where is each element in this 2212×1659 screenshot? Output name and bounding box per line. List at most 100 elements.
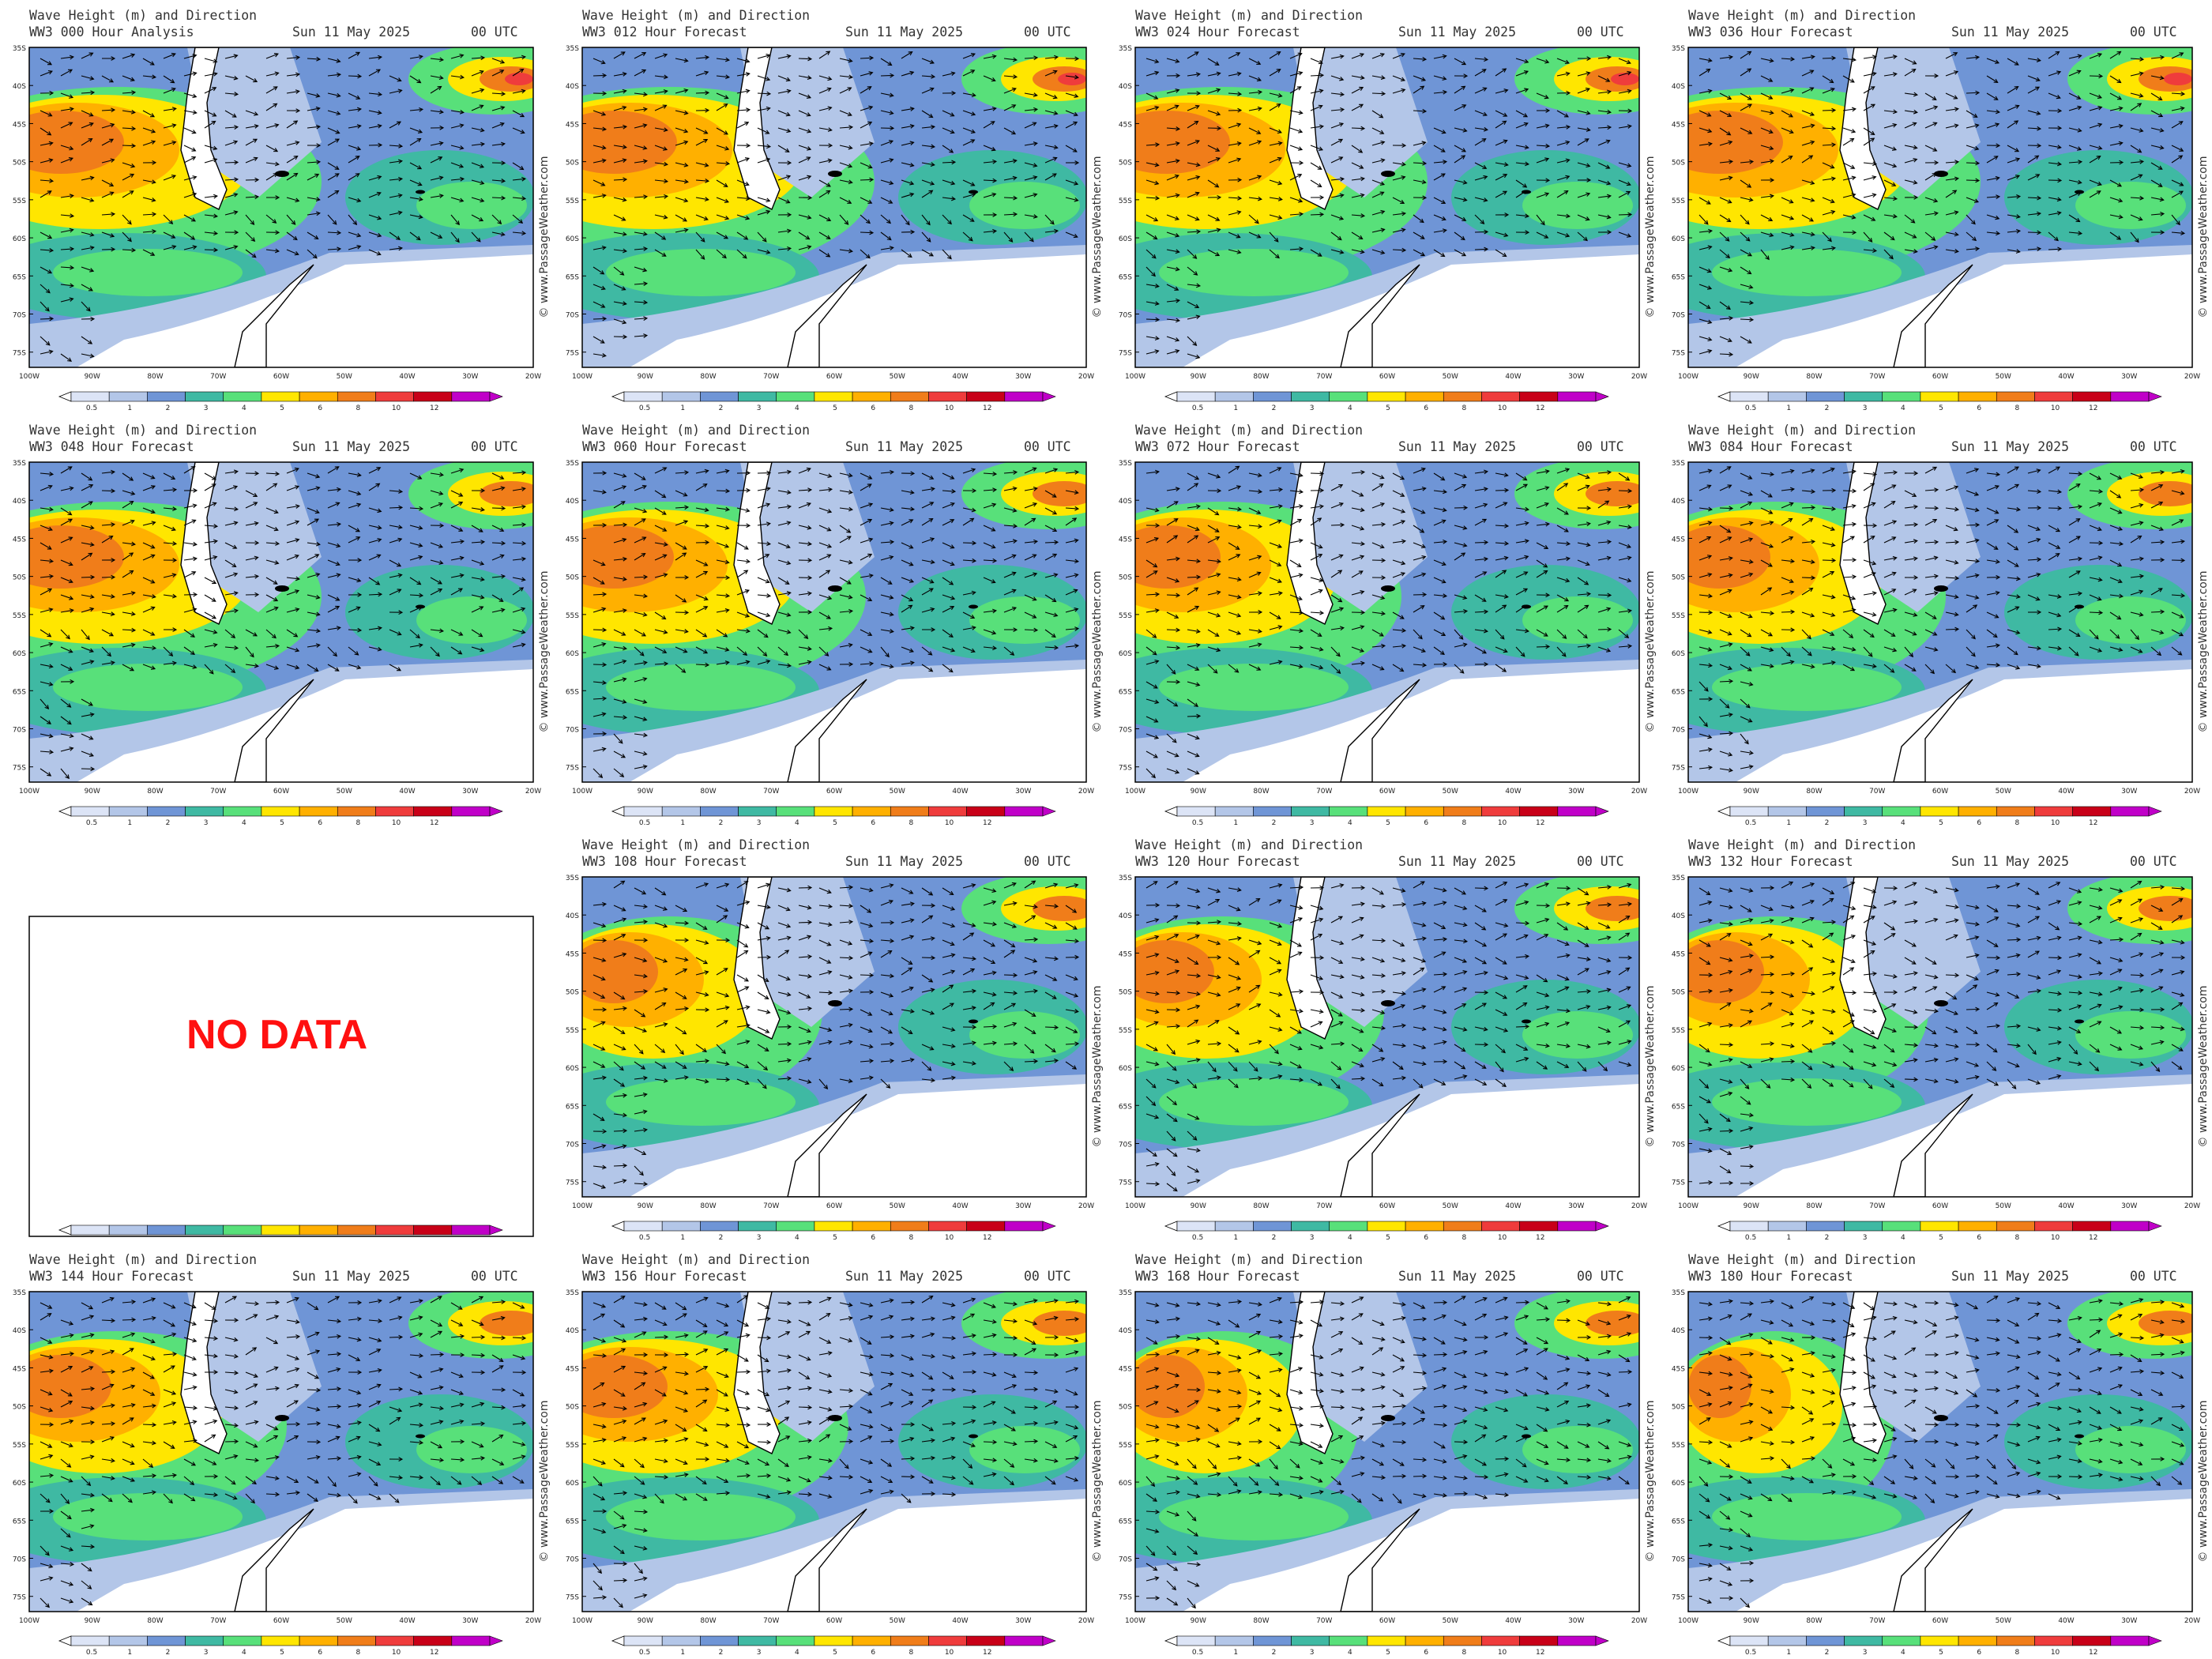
legend-swatch bbox=[966, 1635, 1006, 1646]
legend-swatch bbox=[623, 391, 663, 402]
map-time: 00 UTC bbox=[1577, 439, 1624, 454]
lat-label: 75S bbox=[566, 1179, 579, 1187]
lat-label: 50S bbox=[1119, 160, 1132, 167]
lon-label: 40W bbox=[1505, 373, 1521, 381]
lon-label: 70W bbox=[1869, 788, 1885, 796]
lat-label: 65S bbox=[1672, 1103, 1685, 1111]
colorbar-legend: 0.5 1 2 3 4 5 6 8 10 12 bbox=[611, 1221, 1056, 1242]
legend-swatch bbox=[852, 806, 891, 817]
lon-label: 50W bbox=[337, 373, 352, 381]
legend-label: 3 bbox=[204, 404, 209, 412]
lon-label: 80W bbox=[1253, 373, 1269, 381]
map-svg-168: 35S 40S 45S 50S 55S 60S 65S 70S 75S 100W 90W 80W 70W… bbox=[1119, 1289, 1657, 1657]
lon-label: 80W bbox=[147, 1617, 163, 1625]
map-svg-108: 35S 40S 45S 50S 55S 60S 65S 70S 75S 100W 90W 80W 70W… bbox=[566, 875, 1104, 1242]
legend-swatch bbox=[928, 1635, 967, 1646]
legend-label: 3 bbox=[1863, 1649, 1868, 1657]
legend-swatch bbox=[1844, 1635, 1883, 1646]
legend-swatch bbox=[1806, 1221, 1845, 1232]
legend-swatch bbox=[261, 1635, 300, 1646]
map-date: Sun 11 May 2025 bbox=[845, 24, 964, 40]
legend-label: 12 bbox=[1536, 1234, 1544, 1242]
lon-label: 50W bbox=[890, 788, 905, 796]
map-subtitle: WW3 012 Hour Forecast bbox=[582, 24, 747, 40]
lat-label: 65S bbox=[13, 1518, 26, 1525]
legend-label: 6 bbox=[1424, 404, 1428, 412]
legend-label: 4 bbox=[1901, 1234, 1905, 1242]
lat-label: 50S bbox=[566, 989, 579, 997]
lat-label: 65S bbox=[566, 273, 579, 281]
lon-label: 60W bbox=[1932, 1617, 1948, 1625]
legend-swatch bbox=[814, 391, 853, 402]
lon-label: 50W bbox=[337, 788, 352, 796]
lat-label: 75S bbox=[566, 350, 579, 358]
legend-label: 6 bbox=[871, 1649, 875, 1657]
legend-swatch bbox=[108, 806, 148, 817]
legend-label: 2 bbox=[166, 819, 171, 827]
legend-swatch bbox=[1329, 806, 1368, 817]
map-time: 00 UTC bbox=[2130, 439, 2177, 454]
lat-label: 75S bbox=[1119, 350, 1132, 358]
legend-swatch bbox=[1481, 806, 1520, 817]
map-title: Wave Height (m) and Direction bbox=[582, 423, 811, 438]
legend-label: 5 bbox=[1386, 1649, 1390, 1657]
map-subtitle: WW3 084 Hour Forecast bbox=[1688, 439, 1853, 454]
lat-label: 35S bbox=[1672, 45, 1685, 53]
lon-label: 80W bbox=[1253, 788, 1269, 796]
legend-label: 3 bbox=[757, 1234, 762, 1242]
legend-swatch bbox=[1920, 806, 1959, 817]
lat-label: 40S bbox=[566, 912, 579, 920]
legend-label: 5 bbox=[1386, 1234, 1390, 1242]
map-panel-120: 35S 40S 45S 50S 55S 60S 65S 70S 75S 100W 90W 80W 70W… bbox=[1106, 830, 1659, 1244]
lon-label: 70W bbox=[1869, 373, 1885, 381]
lat-label: 35S bbox=[566, 460, 579, 468]
lat-label: 45S bbox=[1672, 536, 1685, 544]
legend-swatch bbox=[2034, 1635, 2073, 1646]
legend-swatch bbox=[852, 1221, 891, 1232]
legend-label: 4 bbox=[795, 404, 799, 412]
legend-label: 4 bbox=[1348, 819, 1352, 827]
map-time: 00 UTC bbox=[471, 1269, 518, 1284]
legend-swatch bbox=[1291, 1635, 1330, 1646]
lon-label: 90W bbox=[85, 373, 100, 381]
map-subtitle: WW3 024 Hour Forecast bbox=[1135, 24, 1300, 40]
lat-label: 35S bbox=[1119, 1289, 1132, 1297]
legend-swatch bbox=[1214, 391, 1254, 402]
lat-label: 50S bbox=[1119, 989, 1132, 997]
legend-label: 0.5 bbox=[639, 1234, 650, 1242]
legend-swatch bbox=[70, 391, 110, 402]
wave-field bbox=[29, 1292, 533, 1612]
legend-swatch bbox=[1996, 391, 2035, 402]
colorbar-legend: 0.5 1 2 3 4 5 6 8 10 12 bbox=[1164, 391, 1609, 412]
legend-label: 6 bbox=[1424, 1649, 1428, 1657]
map-time: 00 UTC bbox=[1024, 24, 1071, 40]
legend-swatch bbox=[661, 806, 701, 817]
legend-label: 0.5 bbox=[1745, 1234, 1756, 1242]
map-time: 00 UTC bbox=[1024, 439, 1071, 454]
lon-label: 40W bbox=[952, 1617, 968, 1625]
legend-label: 0.5 bbox=[639, 819, 650, 827]
lat-label: 60S bbox=[566, 1480, 579, 1488]
lon-label: 60W bbox=[1932, 373, 1948, 381]
colorbar-legend: 0.5 1 2 3 4 5 6 8 10 12 bbox=[1164, 1221, 1609, 1242]
lon-label: 30W bbox=[1568, 1202, 1584, 1210]
lat-label: 50S bbox=[1672, 574, 1685, 582]
legend-label: 1 bbox=[1233, 819, 1238, 827]
lat-label: 55S bbox=[566, 198, 579, 205]
map-title: Wave Height (m) and Direction bbox=[582, 8, 811, 23]
map-panel-144: 35S 40S 45S 50S 55S 60S 65S 70S 75S 100W 90W 80W 70W… bbox=[0, 1244, 553, 1659]
lon-label: 100W bbox=[19, 1617, 40, 1625]
lon-label: 70W bbox=[1869, 1202, 1885, 1210]
legend-label: 3 bbox=[204, 1649, 209, 1657]
lat-label: 75S bbox=[1119, 1594, 1132, 1602]
legend-swatch bbox=[1920, 391, 1959, 402]
legend-swatch bbox=[413, 1635, 453, 1646]
lat-label: 50S bbox=[1672, 1404, 1685, 1412]
legend-swatch bbox=[623, 1635, 663, 1646]
legend-swatch bbox=[1367, 806, 1406, 817]
legend-label: 1 bbox=[127, 819, 132, 827]
legend-label: 8 bbox=[908, 819, 913, 827]
legend-label: 10 bbox=[1498, 404, 1507, 412]
legend-swatch bbox=[776, 806, 815, 817]
